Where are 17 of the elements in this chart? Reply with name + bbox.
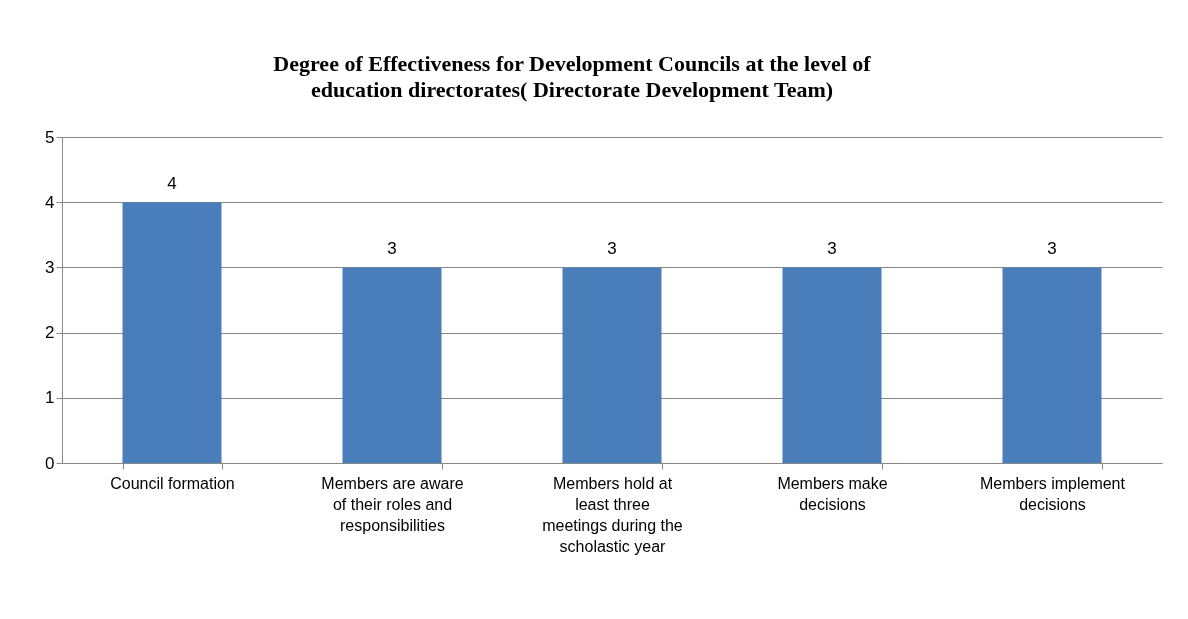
x-tick-label: Council formation bbox=[110, 474, 235, 492]
data-label: 3 bbox=[827, 239, 837, 259]
data-label: 3 bbox=[387, 239, 397, 259]
data-label: 3 bbox=[607, 239, 617, 259]
x-tick-label: Members hold at least three meetings during the scholastic year bbox=[542, 474, 683, 555]
x-tick-label: Members implement decisions bbox=[980, 474, 1126, 513]
data-label: 4 bbox=[167, 174, 177, 194]
data-label: 3 bbox=[1047, 239, 1057, 259]
y-tick-label: 3 bbox=[45, 257, 55, 277]
y-tick-label: 1 bbox=[45, 388, 55, 408]
chart-title: Degree of Effectiveness for Development Councils at the level of education directorates( Directorate Development Team) bbox=[273, 51, 872, 102]
y-tick-label: 0 bbox=[45, 453, 55, 473]
x-tick-label: Members are aware of their roles and responsibilities bbox=[321, 474, 464, 534]
y-tick-label: 4 bbox=[45, 192, 55, 212]
x-tick-label: Members make decisions bbox=[777, 474, 888, 513]
y-tick-label: 5 bbox=[45, 127, 55, 147]
y-tick-label: 2 bbox=[45, 323, 55, 343]
